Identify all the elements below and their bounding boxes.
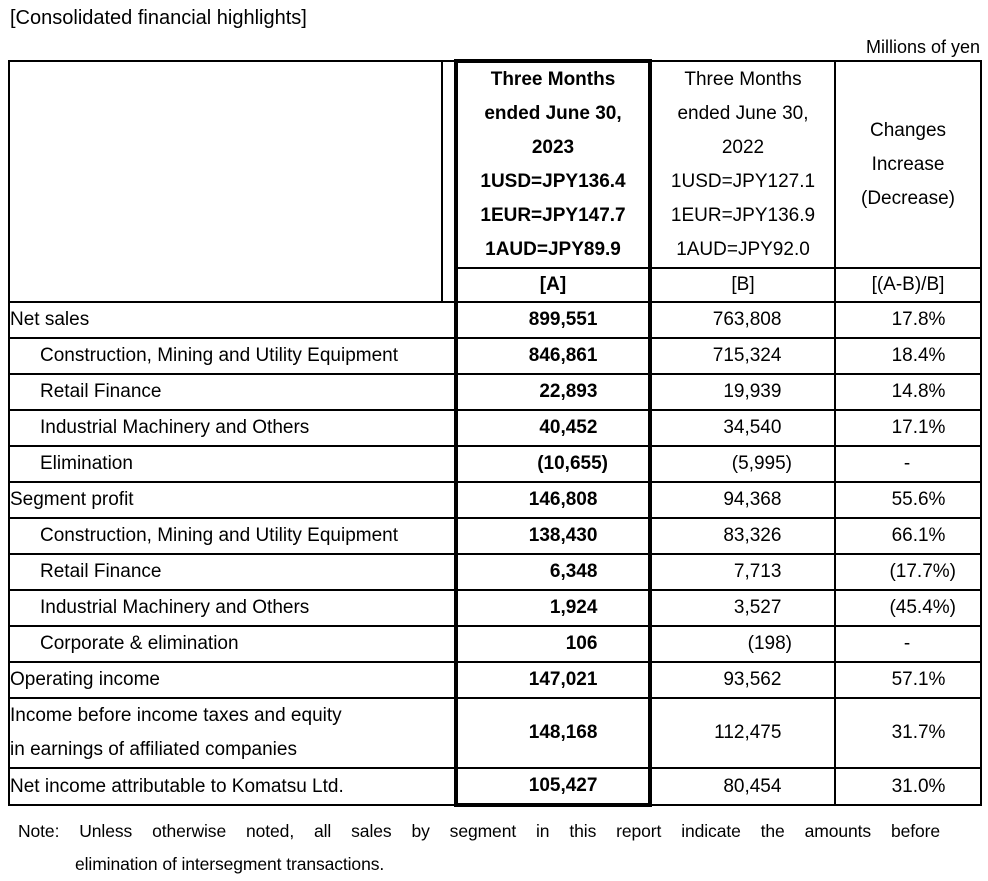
value-2022: 715,324 bbox=[649, 337, 836, 375]
value-2023: 40,452 bbox=[454, 409, 652, 447]
col-a-period-header: Three Months ended June 30, 2023 1USD=JP… bbox=[454, 59, 652, 269]
value-2022: (198) bbox=[649, 625, 836, 663]
footnote-line-1: Note: Unless otherwise noted, all sales … bbox=[18, 821, 940, 841]
value-change: 18.4% bbox=[834, 337, 982, 375]
col-a-key-label: [A] bbox=[454, 267, 652, 303]
value-change: 57.1% bbox=[834, 661, 982, 699]
table-row-net-sales: Net sales 899,551 763,808 17.8% bbox=[8, 301, 982, 339]
value-change: 17.8% bbox=[834, 301, 982, 339]
table-row: Industrial Machinery and Others 40,452 3… bbox=[8, 409, 982, 447]
page-title: [Consolidated financial highlights] bbox=[10, 7, 307, 29]
value-2023: 899,551 bbox=[454, 301, 652, 339]
table-row: Corporate & elimination 106 (198) - bbox=[8, 625, 982, 663]
table-row: Industrial Machinery and Others 1,924 3,… bbox=[8, 589, 982, 627]
value-2022: 83,326 bbox=[649, 517, 836, 555]
footnote: Note: Unless otherwise noted, all sales … bbox=[18, 815, 940, 881]
value-2022: (5,995) bbox=[649, 445, 836, 483]
value-change: - bbox=[834, 445, 982, 483]
row-label: Construction, Mining and Utility Equipme… bbox=[8, 337, 457, 375]
value-2022: 112,475 bbox=[649, 697, 836, 769]
changes-key-label: [(A-B)/B] bbox=[834, 267, 982, 303]
row-label: Net sales bbox=[8, 301, 457, 339]
row-label: Operating income bbox=[8, 661, 457, 699]
table-row: Construction, Mining and Utility Equipme… bbox=[8, 517, 982, 555]
value-change: 14.8% bbox=[834, 373, 982, 411]
footnote-line-2: elimination of intersegment transactions… bbox=[75, 854, 385, 874]
row-label: Net income attributable to Komatsu Ltd. bbox=[8, 767, 457, 806]
row-label: Retail Finance bbox=[8, 373, 457, 411]
value-2022: 80,454 bbox=[649, 767, 836, 806]
value-2022: 19,939 bbox=[649, 373, 836, 411]
value-2022: 94,368 bbox=[649, 481, 836, 519]
row-label: Elimination bbox=[8, 445, 457, 483]
value-change: 31.0% bbox=[834, 767, 982, 806]
value-2022: 763,808 bbox=[649, 301, 836, 339]
value-2023: 138,430 bbox=[454, 517, 652, 555]
value-2022: 7,713 bbox=[649, 553, 836, 591]
row-label: Industrial Machinery and Others bbox=[8, 589, 457, 627]
value-change: (17.7%) bbox=[834, 553, 982, 591]
value-2023: 105,427 bbox=[454, 767, 652, 807]
row-label: Retail Finance bbox=[8, 553, 457, 591]
table-row-operating-income: Operating income 147,021 93,562 57.1% bbox=[8, 661, 982, 699]
value-2022: 34,540 bbox=[649, 409, 836, 447]
value-change: 17.1% bbox=[834, 409, 982, 447]
row-label: Corporate & elimination bbox=[8, 625, 457, 663]
table-row-income-before-taxes: Income before income taxes and equity in… bbox=[8, 697, 982, 769]
value-2023: 148,168 bbox=[454, 697, 652, 769]
row-label: Income before income taxes and equity in… bbox=[8, 697, 457, 769]
corner-spacer-cell bbox=[441, 60, 457, 303]
row-label: Construction, Mining and Utility Equipme… bbox=[8, 517, 457, 555]
value-2023: 147,021 bbox=[454, 661, 652, 699]
table-row-segment-profit: Segment profit 146,808 94,368 55.6% bbox=[8, 481, 982, 519]
value-change: 31.7% bbox=[834, 697, 982, 769]
value-change: (45.4%) bbox=[834, 589, 982, 627]
value-2023: 146,808 bbox=[454, 481, 652, 519]
row-label: Segment profit bbox=[8, 481, 457, 519]
value-2023: 846,861 bbox=[454, 337, 652, 375]
value-2023: 1,924 bbox=[454, 589, 652, 627]
value-2023: 106 bbox=[454, 625, 652, 663]
row-label: Industrial Machinery and Others bbox=[8, 409, 457, 447]
col-b-period-header: Three Months ended June 30, 2022 1USD=JP… bbox=[649, 60, 836, 269]
value-change: 66.1% bbox=[834, 517, 982, 555]
value-2023: (10,655) bbox=[454, 445, 652, 483]
table-row: Retail Finance 6,348 7,713 (17.7%) bbox=[8, 553, 982, 591]
value-change: 55.6% bbox=[834, 481, 982, 519]
header-row-periods: Three Months ended June 30, 2023 1USD=JP… bbox=[8, 59, 982, 303]
table-row: Retail Finance 22,893 19,939 14.8% bbox=[8, 373, 982, 411]
table-row: Construction, Mining and Utility Equipme… bbox=[8, 337, 982, 375]
value-2022: 3,527 bbox=[649, 589, 836, 627]
col-b-key-label: [B] bbox=[649, 267, 836, 303]
value-2023: 6,348 bbox=[454, 553, 652, 591]
corner-cell bbox=[8, 60, 443, 303]
value-change: - bbox=[834, 625, 982, 663]
financial-highlights-table: Three Months ended June 30, 2023 1USD=JP… bbox=[8, 59, 982, 807]
table-row-net-income: Net income attributable to Komatsu Ltd. … bbox=[8, 767, 982, 807]
changes-header: Changes Increase (Decrease) bbox=[834, 60, 982, 269]
table-row: Elimination (10,655) (5,995) - bbox=[8, 445, 982, 483]
unit-label: Millions of yen bbox=[865, 37, 980, 57]
value-2023: 22,893 bbox=[454, 373, 652, 411]
value-2022: 93,562 bbox=[649, 661, 836, 699]
header-row-keys: [A] [B] [(A-B)/B] bbox=[9, 267, 982, 303]
